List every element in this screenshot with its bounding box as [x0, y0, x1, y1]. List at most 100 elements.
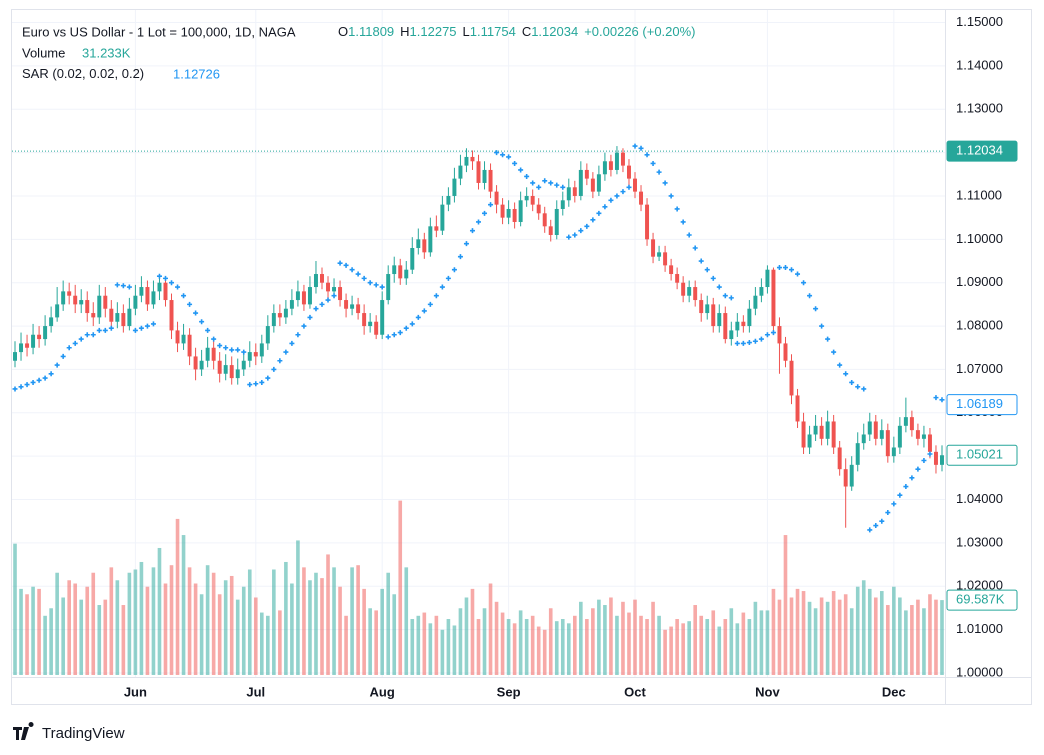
sar-point — [782, 265, 788, 271]
volume-bar — [771, 588, 776, 675]
brand: TradingView — [13, 722, 125, 742]
volume-bar — [247, 569, 252, 675]
volume-bar — [13, 543, 17, 675]
candle-body — [145, 287, 150, 305]
sar-point — [530, 180, 536, 186]
candle-body — [554, 208, 559, 235]
candle-body — [55, 304, 60, 318]
sar-point — [241, 349, 247, 355]
volume-bar — [657, 615, 661, 675]
sar-point — [891, 501, 897, 507]
volume-bar — [253, 597, 258, 675]
candle-body — [109, 308, 114, 322]
candle-body — [639, 191, 644, 205]
volume-bar — [934, 599, 938, 675]
volume-label: Volume — [22, 45, 65, 60]
sar-point — [758, 336, 764, 342]
candle-body — [199, 360, 204, 370]
volume-bar — [910, 605, 914, 675]
candle-body — [530, 195, 535, 205]
candle-body — [753, 295, 758, 309]
volume-bar — [169, 565, 174, 675]
volume-bar — [699, 615, 704, 675]
candle-body — [187, 334, 192, 357]
sar-point — [542, 178, 548, 184]
sar-point — [885, 510, 891, 516]
candle-body — [699, 300, 704, 314]
sar-point — [770, 330, 776, 336]
sar-point — [692, 245, 698, 251]
sar-point — [500, 152, 506, 158]
volume-bar — [217, 594, 222, 675]
sar-point — [162, 275, 168, 281]
sar-point — [572, 232, 578, 238]
volume-bar — [91, 572, 96, 675]
volume-bar — [669, 626, 673, 675]
sar-point — [879, 518, 885, 524]
candle-body — [693, 287, 698, 301]
candle-body — [645, 204, 650, 240]
candle-body — [482, 169, 487, 183]
candle-body — [79, 300, 84, 305]
sar-point — [150, 321, 156, 327]
candle-body — [512, 208, 517, 222]
candle-body — [259, 343, 264, 357]
y-tick-label: 1.03000 — [956, 534, 1003, 549]
volume-bar — [314, 572, 318, 675]
candle-body — [633, 178, 637, 192]
volume-bar — [320, 578, 324, 675]
volume-bar — [609, 597, 613, 675]
volume-bar — [296, 540, 300, 675]
candle-body — [211, 347, 216, 361]
candle-body — [747, 308, 752, 327]
candle-body — [584, 169, 589, 179]
sar-point — [277, 358, 283, 364]
ohlc-key: O — [338, 24, 348, 39]
sar-layer — [12, 143, 945, 533]
sar-params: (0.02, 0.02, 0.2) — [52, 66, 144, 81]
y-tick-label: 1.07000 — [956, 361, 1003, 376]
volume-bar — [151, 567, 156, 675]
volume-bar — [681, 623, 685, 675]
candle-body — [855, 443, 860, 465]
candle-body — [885, 430, 890, 457]
candle-body — [705, 304, 710, 314]
volume-bar — [458, 608, 463, 675]
volume-bar — [651, 601, 655, 675]
sar-point — [843, 371, 849, 377]
volume-bar — [199, 594, 204, 675]
candle-body — [711, 304, 716, 327]
candle-body — [548, 226, 553, 235]
candle-body — [247, 352, 252, 361]
volume-bar — [566, 623, 571, 675]
volume-bar — [284, 561, 288, 675]
candle-body — [205, 347, 210, 361]
sar-point — [42, 375, 48, 381]
sar-point — [337, 260, 343, 266]
candle-body — [837, 447, 842, 470]
volume-bar — [627, 612, 631, 675]
candle-body — [434, 226, 439, 231]
candle-body — [458, 165, 463, 179]
ohlc-legend: O1.11809 H1.12275 L1.11754 C1.12034 +0.00226… — [338, 24, 696, 39]
legend: Euro vs US Dollar - 1 Lot = 100,000, 1D,… — [22, 24, 696, 81]
volume-bar — [759, 610, 764, 675]
candle-body — [416, 239, 421, 249]
candle-body — [362, 313, 367, 327]
sar-point — [403, 325, 409, 331]
candle-body — [398, 265, 403, 279]
candle-body — [596, 174, 601, 192]
sar-point — [439, 284, 445, 290]
sar-point — [680, 219, 686, 225]
volume-bar — [115, 580, 120, 675]
title: Euro vs US Dollar - 1 Lot = 100,000, 1D,… — [22, 24, 296, 39]
sar-point — [933, 395, 939, 401]
volume-bar — [928, 594, 932, 675]
sar-point — [476, 219, 481, 225]
volume-bar — [386, 572, 391, 675]
candle-body — [669, 265, 674, 275]
candle-body — [37, 334, 42, 340]
volume-bar — [157, 547, 162, 675]
sar-point — [175, 284, 181, 290]
